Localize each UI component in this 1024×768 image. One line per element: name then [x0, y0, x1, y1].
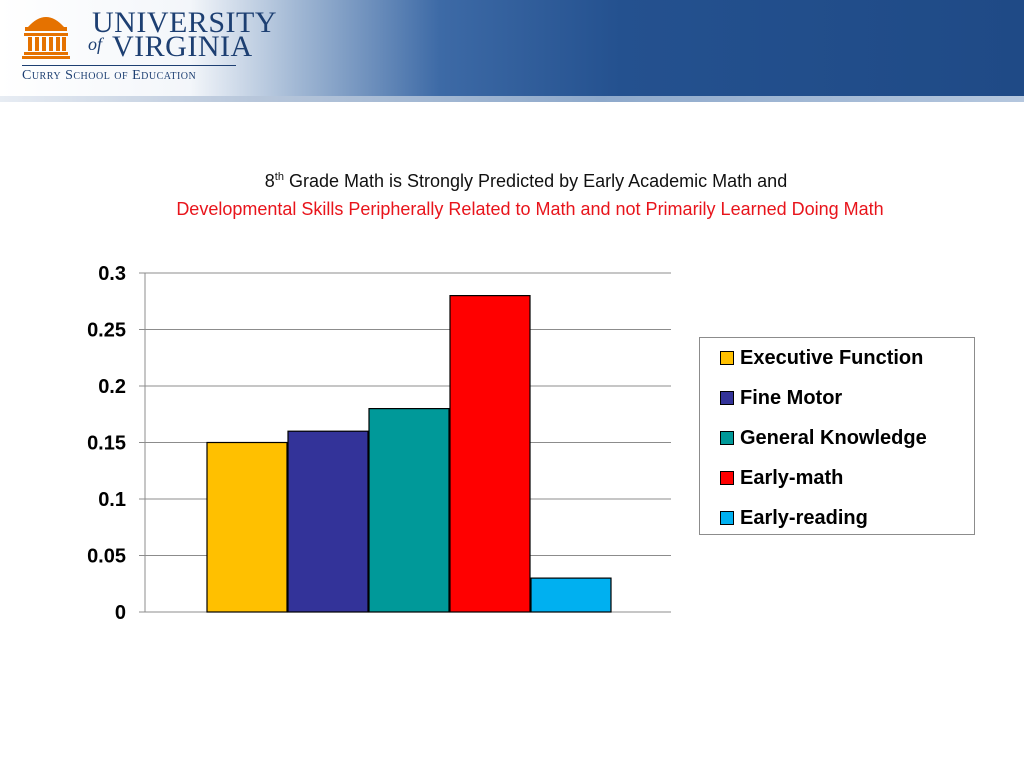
legend-item: Early-reading — [720, 506, 868, 530]
logo-of-text: of — [88, 34, 103, 54]
header-banner — [0, 0, 1024, 96]
logo-divider — [22, 65, 236, 66]
legend-label: General Knowledge — [740, 426, 927, 449]
bar-fine-motor — [287, 430, 369, 613]
bar-early-math — [449, 295, 531, 613]
header-stripe — [0, 96, 1024, 102]
y-tick-label: 0.05 — [87, 546, 126, 568]
logo-university-text: UNIVERSITY — [92, 6, 277, 39]
bar-general-knowledge — [368, 408, 450, 613]
legend-swatch — [720, 511, 734, 525]
title-line1-text: Grade Math is Strongly Predicted by Earl… — [283, 171, 788, 191]
legend-swatch — [720, 471, 734, 485]
uva-logo: UNIVERSITY of VIRGINIA Curry School of E… — [20, 5, 277, 89]
chart-legend: Executive Function Fine Motor General Know… — [699, 337, 975, 535]
y-tick-label: 0.2 — [98, 376, 126, 398]
legend-label: Early-math — [740, 466, 844, 489]
legend-label: Executive Function — [740, 346, 924, 369]
legend-label: Early-reading — [740, 506, 868, 529]
legend-swatch — [720, 351, 734, 365]
logo-subtitle: Curry School of Education — [22, 68, 197, 83]
bar-early-reading — [530, 577, 612, 613]
legend-item: Fine Motor — [720, 386, 842, 410]
y-tick-label: 0.1 — [98, 489, 126, 511]
bar-executive-function — [206, 441, 288, 613]
y-tick-label: 0 — [115, 602, 126, 624]
legend-item: General Knowledge — [720, 426, 927, 450]
legend-item: Executive Function — [720, 346, 923, 370]
y-tick-label: 0.15 — [87, 433, 126, 455]
y-tick-label: 0.3 — [98, 263, 126, 285]
logo-virginia-text: VIRGINIA — [112, 30, 253, 63]
title-grade-number: 8 — [264, 171, 275, 191]
legend-label: Fine Motor — [740, 386, 843, 409]
y-tick-label: 0.25 — [87, 320, 126, 342]
legend-item: Early-math — [720, 466, 843, 490]
legend-swatch — [720, 391, 734, 405]
chart-title-line1: 8th Grade Math is Strongly Predicted by … — [0, 171, 1024, 192]
legend-swatch — [720, 431, 734, 445]
rotunda-icon — [22, 17, 70, 59]
chart-title-line2: Developmental Skills Peripherally Relate… — [176, 199, 884, 219]
title-grade-suffix: th — [274, 171, 284, 183]
